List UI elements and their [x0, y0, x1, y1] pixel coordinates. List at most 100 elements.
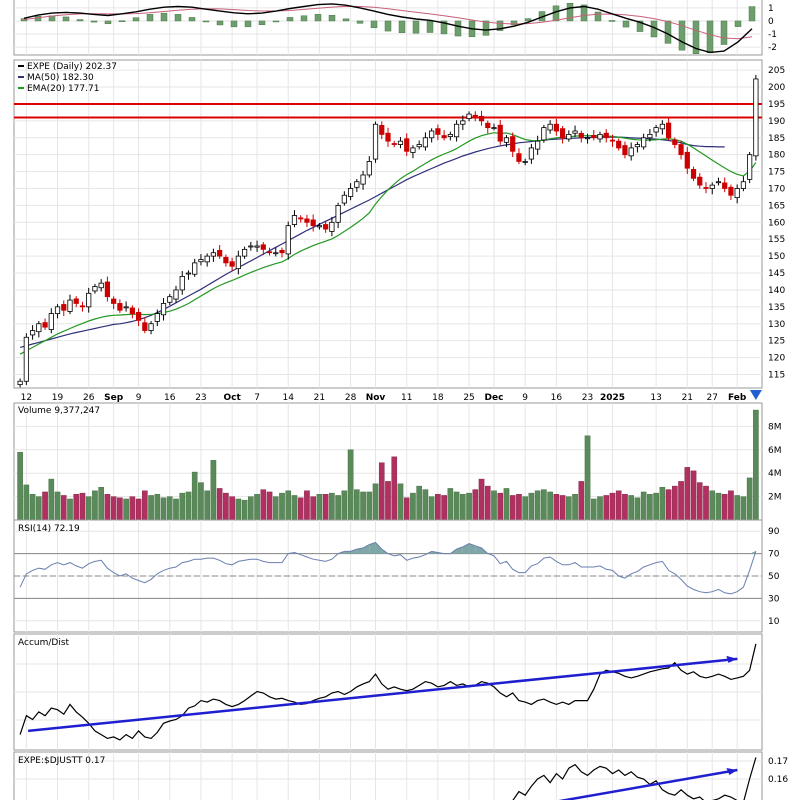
candle-body	[285, 225, 291, 255]
volume-bar	[341, 490, 348, 521]
volume-bar	[229, 496, 235, 521]
volume-bar	[460, 494, 466, 521]
candle-body	[92, 286, 98, 292]
candle-body	[684, 151, 690, 169]
macd-histogram-bar	[104, 20, 112, 25]
volume-bar	[210, 460, 217, 521]
earnings-marker-icon	[749, 390, 762, 400]
volume-tick-label: 8M	[768, 422, 782, 432]
candle-body	[54, 306, 61, 315]
macd-histogram-bar	[202, 20, 210, 23]
date-tick-label: 27	[707, 393, 718, 403]
candle-body	[17, 380, 23, 386]
candle-body	[67, 299, 73, 312]
candle-body	[129, 307, 135, 315]
volume-bar	[42, 491, 48, 521]
candle-body	[435, 128, 441, 135]
candle-body	[628, 147, 634, 157]
volume-bar	[597, 496, 603, 521]
macd-histogram-bar	[454, 20, 462, 37]
price-tick-label: 175	[768, 168, 785, 178]
rsi-overbought-fill	[356, 548, 364, 554]
candle-body	[360, 174, 366, 185]
volume-bar	[609, 492, 616, 521]
candle-body	[204, 255, 210, 263]
candle-body	[603, 132, 609, 139]
candle-body	[572, 130, 578, 134]
volume-bar	[472, 489, 479, 521]
rsi-tick-label: 30	[768, 594, 780, 604]
volume-bar	[703, 485, 709, 521]
volume-bar	[104, 494, 111, 521]
candle-body	[541, 127, 547, 141]
candle-body	[192, 262, 198, 275]
rsi-tick-label: 90	[768, 527, 780, 537]
volume-bar	[484, 485, 491, 521]
macd-histogram-bar	[664, 20, 672, 44]
candle-body	[123, 306, 129, 309]
date-tick-label: Sep	[104, 393, 124, 403]
candle-body	[329, 221, 335, 232]
candle-body	[747, 154, 753, 180]
rs-trend-arrow-icon	[726, 768, 738, 775]
candle-body	[609, 139, 616, 142]
candle-body	[229, 261, 235, 267]
accum-dist-line	[19, 643, 757, 741]
volume-bar	[304, 490, 310, 521]
candle-body	[341, 194, 347, 204]
rsi-overbought-fill	[363, 544, 370, 554]
candle-body	[485, 122, 491, 129]
price-tick-label: 195	[768, 100, 785, 110]
volume-bar	[117, 497, 123, 521]
macd-histogram-bar	[62, 16, 70, 22]
volume-bar	[478, 478, 485, 521]
volume-bar	[447, 488, 454, 521]
rsi-line	[19, 541, 757, 595]
macd-histogram-bar	[720, 20, 728, 45]
candle-body	[179, 276, 185, 291]
volume-bar	[79, 492, 86, 521]
date-tick-label: 23	[195, 393, 206, 403]
rsi-tick-label: 50	[768, 572, 780, 582]
candle-body	[316, 225, 323, 228]
volume-bar	[204, 490, 210, 521]
candle-body	[547, 123, 553, 131]
candle-body	[210, 252, 217, 257]
date-tick-label: Dec	[485, 393, 504, 403]
volume-bar	[403, 497, 410, 521]
trend-arrow-icon	[726, 655, 738, 663]
macd-histogram-bar	[216, 20, 224, 26]
candle-body	[379, 125, 385, 135]
volume-bar	[684, 467, 691, 521]
macd-histogram-bar	[510, 20, 518, 26]
volume-bar	[678, 481, 684, 521]
volume-bar	[73, 494, 80, 521]
candle-body	[622, 145, 628, 156]
macd-histogram-bar	[678, 20, 686, 51]
rsi-tick-label: 70	[768, 550, 780, 560]
candle-body	[472, 114, 478, 118]
volume-bar	[216, 488, 223, 521]
volume-bar	[509, 495, 516, 521]
candle-body	[391, 143, 397, 145]
macd-histogram-bar	[244, 20, 252, 28]
candle-body	[217, 249, 223, 257]
volume-bar	[566, 496, 572, 521]
macd-histogram-bar	[370, 20, 378, 29]
candle-body	[510, 136, 516, 152]
volume-bar	[721, 494, 728, 521]
volume-bar	[503, 488, 510, 521]
candle-body	[235, 255, 241, 270]
rsi-overbought-fill	[344, 551, 351, 554]
candle-body	[722, 182, 728, 189]
macd-histogram-bar	[594, 11, 602, 22]
candle-body	[404, 138, 410, 152]
price-tick-label: 155	[768, 235, 785, 245]
date-tick-label: 23	[582, 393, 593, 403]
volume-bar	[622, 494, 628, 521]
volume-bar	[254, 494, 260, 521]
volume-bar	[391, 456, 398, 521]
volume-bar	[123, 498, 129, 521]
candle-body	[709, 184, 715, 189]
volume-bar	[279, 492, 285, 521]
